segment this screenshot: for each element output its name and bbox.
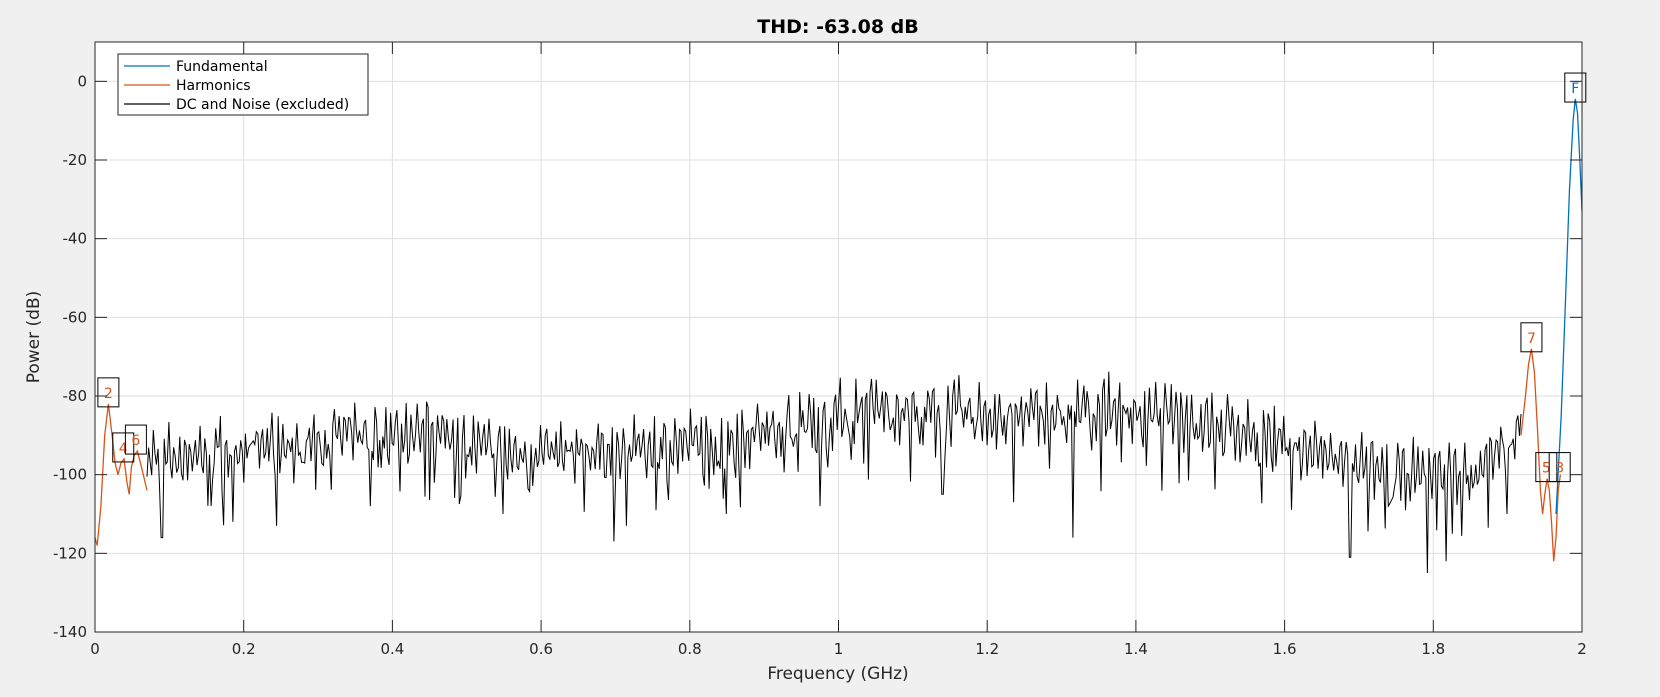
marker-box-2 <box>97 377 120 408</box>
legend-label-fundamental: Fundamental <box>176 59 268 75</box>
x-tick-label: 1.8 <box>1421 640 1445 658</box>
y-tick-label: -60 <box>63 308 88 326</box>
y-tick-label: 0 <box>77 72 87 90</box>
x-tick-label: 1.6 <box>1273 640 1297 658</box>
x-axis-label: Frequency (GHz) <box>767 664 908 684</box>
marker-box-7 <box>1520 322 1543 353</box>
legend-label-harmonics: Harmonics <box>176 78 251 94</box>
y-tick-label: -20 <box>63 151 88 169</box>
marker-box-F <box>1564 72 1587 103</box>
series-noise-line <box>146 371 1522 574</box>
marker-label-4: 4 <box>119 441 128 457</box>
y-tick-label: -80 <box>63 387 88 405</box>
y-tick-label: -140 <box>53 623 87 641</box>
series-group <box>95 98 1582 574</box>
x-tick-label: 1 <box>834 640 844 658</box>
x-tick-label: 0.8 <box>678 640 702 658</box>
marker-label-5: 5 <box>1542 461 1551 477</box>
legend-label-noise: DC and Noise (excluded) <box>176 97 349 113</box>
chart-title: THD: -63.08 dB <box>757 16 919 38</box>
x-tick-label: 0.6 <box>529 640 553 658</box>
series-fundamental-line <box>1555 98 1582 515</box>
series-harmonics-line-0 <box>95 403 148 546</box>
legend: Fundamental Harmonics DC and Noise (excl… <box>117 53 369 116</box>
marker-box-6 <box>124 424 147 455</box>
marker-label-6: 6 <box>131 433 140 449</box>
x-tick-label: 0 <box>90 640 100 658</box>
x-tick-label: 0.4 <box>380 640 404 658</box>
x-tick-label: 1.2 <box>975 640 999 658</box>
marker-label-2: 2 <box>104 386 113 402</box>
y-tick-label: -40 <box>63 230 88 248</box>
tick-group: 0 0.2 0.4 0.6 0.8 1 1.2 1.4 1.6 1.8 2 0 -20 -40 -60 -80… <box>53 42 1587 658</box>
grid-lines <box>95 42 1582 632</box>
y-tick-label: -100 <box>53 466 87 484</box>
marker-box-4 <box>112 432 135 463</box>
series-harmonics-line-1 <box>1520 348 1562 562</box>
marker-label-F: F <box>1571 81 1579 97</box>
y-axis-label: Power (dB) <box>24 291 44 384</box>
x-tick-label: 2 <box>1577 640 1587 658</box>
marker-box-3 <box>1548 452 1571 483</box>
marker-group: 2 4 6 7 5 3 F <box>97 72 1587 483</box>
marker-label-3: 3 <box>1555 461 1564 477</box>
x-tick-label: 1.4 <box>1124 640 1148 658</box>
x-tick-label: 0.2 <box>232 640 256 658</box>
y-tick-label: -120 <box>53 544 87 562</box>
marker-box-5 <box>1535 452 1558 483</box>
marker-label-7: 7 <box>1527 331 1536 347</box>
